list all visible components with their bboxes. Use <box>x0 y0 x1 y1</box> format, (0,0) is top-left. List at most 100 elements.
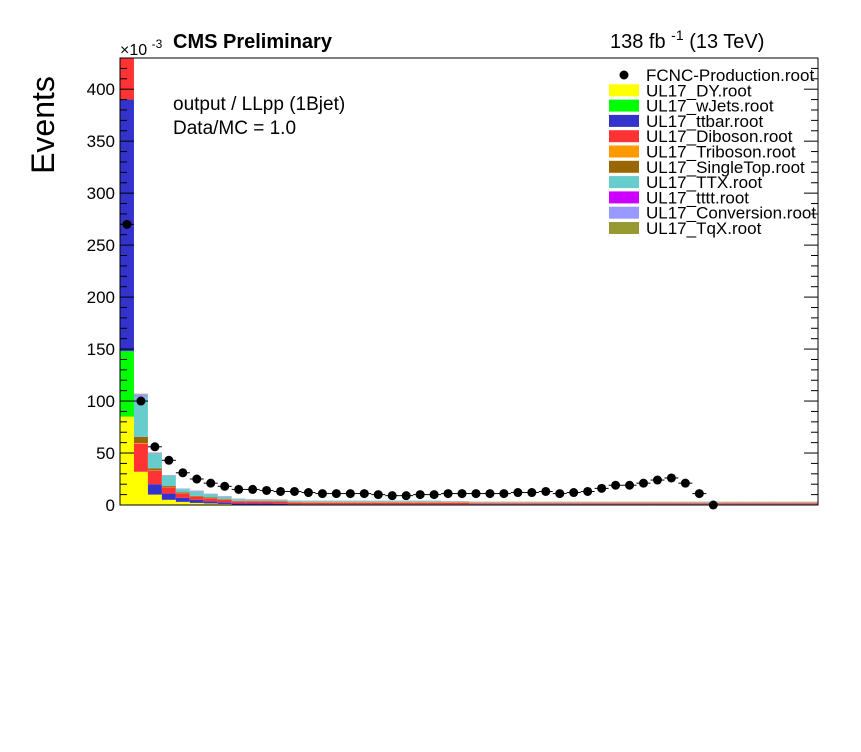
bar-segment <box>161 475 176 487</box>
bar-segment <box>133 436 148 444</box>
bar-segment <box>804 503 818 505</box>
data-point <box>569 488 579 498</box>
bar-segment <box>273 503 288 505</box>
bar-segment <box>133 443 148 444</box>
bar-segment <box>664 503 679 505</box>
bar-segment <box>678 502 693 503</box>
data-point <box>345 489 355 499</box>
legend-swatch <box>609 222 639 234</box>
bar-segment <box>622 503 637 505</box>
bar-segment <box>161 475 176 476</box>
bar-segment <box>329 502 344 505</box>
legend-marker-data <box>619 70 629 80</box>
bar-segment <box>762 502 777 503</box>
bar-segment <box>147 468 162 471</box>
data-point <box>248 484 258 494</box>
bar-segment <box>217 502 232 504</box>
bar-segment <box>231 499 246 501</box>
legend-swatch <box>609 145 639 158</box>
bar-segment <box>189 496 204 500</box>
bar-segment <box>580 503 595 505</box>
data-point <box>234 484 244 494</box>
bar-segment <box>594 502 609 503</box>
y-tick-label: 150 <box>87 340 115 359</box>
bar-segment <box>552 503 567 505</box>
bar-segment <box>231 501 246 504</box>
bar-segment <box>455 502 469 505</box>
data-point <box>527 488 537 498</box>
data-point <box>652 475 662 485</box>
bar-segment <box>301 502 316 505</box>
bar-segment <box>427 501 442 503</box>
data-point <box>666 473 676 483</box>
data-point <box>513 488 523 498</box>
bar-segment <box>566 503 581 505</box>
bar-segment <box>399 501 414 503</box>
data-point <box>694 489 704 499</box>
bar-segment <box>776 502 791 503</box>
data-point <box>206 478 216 488</box>
bar-segment <box>804 502 818 503</box>
bar-segment <box>217 499 232 500</box>
bar-segment <box>245 499 260 501</box>
bar-segment <box>203 493 218 495</box>
bar-segment <box>385 501 400 503</box>
bar-segment <box>120 351 134 417</box>
data-point <box>373 490 383 500</box>
bar-segment <box>245 503 260 505</box>
y-tick-label: 250 <box>87 236 115 255</box>
bar-segment <box>175 501 190 505</box>
bar-segment <box>790 503 805 505</box>
bar-segment <box>203 501 218 504</box>
bar-segment <box>469 503 483 505</box>
data-point <box>443 489 453 499</box>
bar-segment <box>608 502 623 503</box>
bar-segment <box>580 502 595 503</box>
bar-segment <box>790 502 805 503</box>
bar-segment <box>147 484 162 495</box>
bar-segment <box>734 503 749 505</box>
bar-segment <box>748 502 763 503</box>
bar-segment <box>315 502 330 505</box>
bar-segment <box>175 497 190 502</box>
data-point <box>625 480 635 490</box>
data-point <box>290 486 299 496</box>
data-point <box>583 486 593 496</box>
legend-label-data: FCNC-Production.root <box>646 66 814 85</box>
bar-segment <box>748 503 763 505</box>
bar-segment <box>538 502 553 503</box>
legend-swatch <box>609 130 639 143</box>
bar-segment <box>301 501 316 503</box>
bar-segment <box>133 394 148 398</box>
bar-segment <box>147 453 162 469</box>
bar-segment <box>133 443 148 472</box>
bar-segment <box>664 502 679 503</box>
legend-swatch <box>609 84 639 97</box>
data-point <box>359 489 369 499</box>
y-multiplier-base: ×10 <box>120 42 147 59</box>
data-point <box>639 478 648 488</box>
legend-label: UL17_ttbar.root <box>646 112 763 131</box>
bar-segment <box>692 502 707 503</box>
bar-segment <box>217 499 232 503</box>
bar-segment <box>650 503 665 505</box>
legend-label: UL17_tttt.root <box>646 188 749 207</box>
bar-segment <box>357 502 372 505</box>
bar-segment <box>217 503 232 505</box>
data-point <box>611 480 621 490</box>
bar-segment <box>175 493 190 498</box>
ratio-label: Data/MC = 1.0 <box>173 118 296 139</box>
bar-segment <box>189 502 204 505</box>
bar-segment <box>441 502 456 505</box>
bar-segment <box>189 491 204 496</box>
bar-segment <box>203 497 218 499</box>
bar-segment <box>175 488 190 490</box>
data-point <box>708 500 718 510</box>
bar-segment <box>608 503 623 505</box>
data-point <box>192 474 202 484</box>
data-point <box>429 490 439 500</box>
bar-segment <box>133 393 148 395</box>
y-tick-label: 100 <box>87 392 115 411</box>
data-point <box>499 489 509 499</box>
